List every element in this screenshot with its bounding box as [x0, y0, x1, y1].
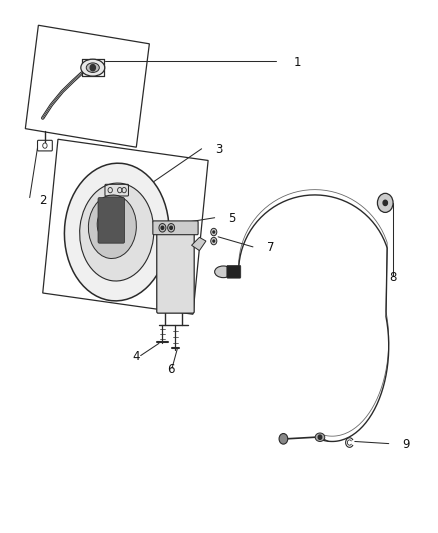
Text: 7: 7	[268, 241, 275, 254]
Text: 2: 2	[39, 193, 46, 207]
Ellipse shape	[86, 63, 99, 72]
FancyBboxPatch shape	[157, 228, 194, 313]
Ellipse shape	[64, 163, 169, 301]
Circle shape	[211, 228, 217, 236]
Ellipse shape	[215, 266, 232, 278]
Text: 4: 4	[133, 350, 140, 363]
Circle shape	[211, 237, 217, 245]
Circle shape	[159, 223, 166, 232]
Ellipse shape	[81, 59, 105, 76]
Text: 3: 3	[215, 143, 223, 156]
FancyBboxPatch shape	[98, 198, 124, 243]
FancyBboxPatch shape	[153, 221, 198, 235]
Ellipse shape	[315, 433, 325, 441]
Text: 5: 5	[228, 212, 236, 225]
Circle shape	[213, 240, 215, 242]
Circle shape	[318, 435, 322, 439]
Circle shape	[383, 200, 388, 206]
Circle shape	[168, 223, 175, 232]
Ellipse shape	[88, 195, 136, 259]
Ellipse shape	[97, 207, 123, 241]
Circle shape	[279, 433, 288, 444]
Circle shape	[378, 193, 393, 213]
Text: 8: 8	[389, 271, 397, 284]
FancyBboxPatch shape	[227, 265, 241, 278]
Text: 1: 1	[293, 56, 301, 69]
Circle shape	[161, 226, 164, 229]
Polygon shape	[191, 237, 206, 251]
Circle shape	[90, 64, 95, 71]
Circle shape	[213, 231, 215, 233]
Text: 9: 9	[403, 438, 410, 450]
Ellipse shape	[80, 183, 154, 281]
Circle shape	[170, 226, 173, 229]
Text: 6: 6	[167, 364, 175, 376]
